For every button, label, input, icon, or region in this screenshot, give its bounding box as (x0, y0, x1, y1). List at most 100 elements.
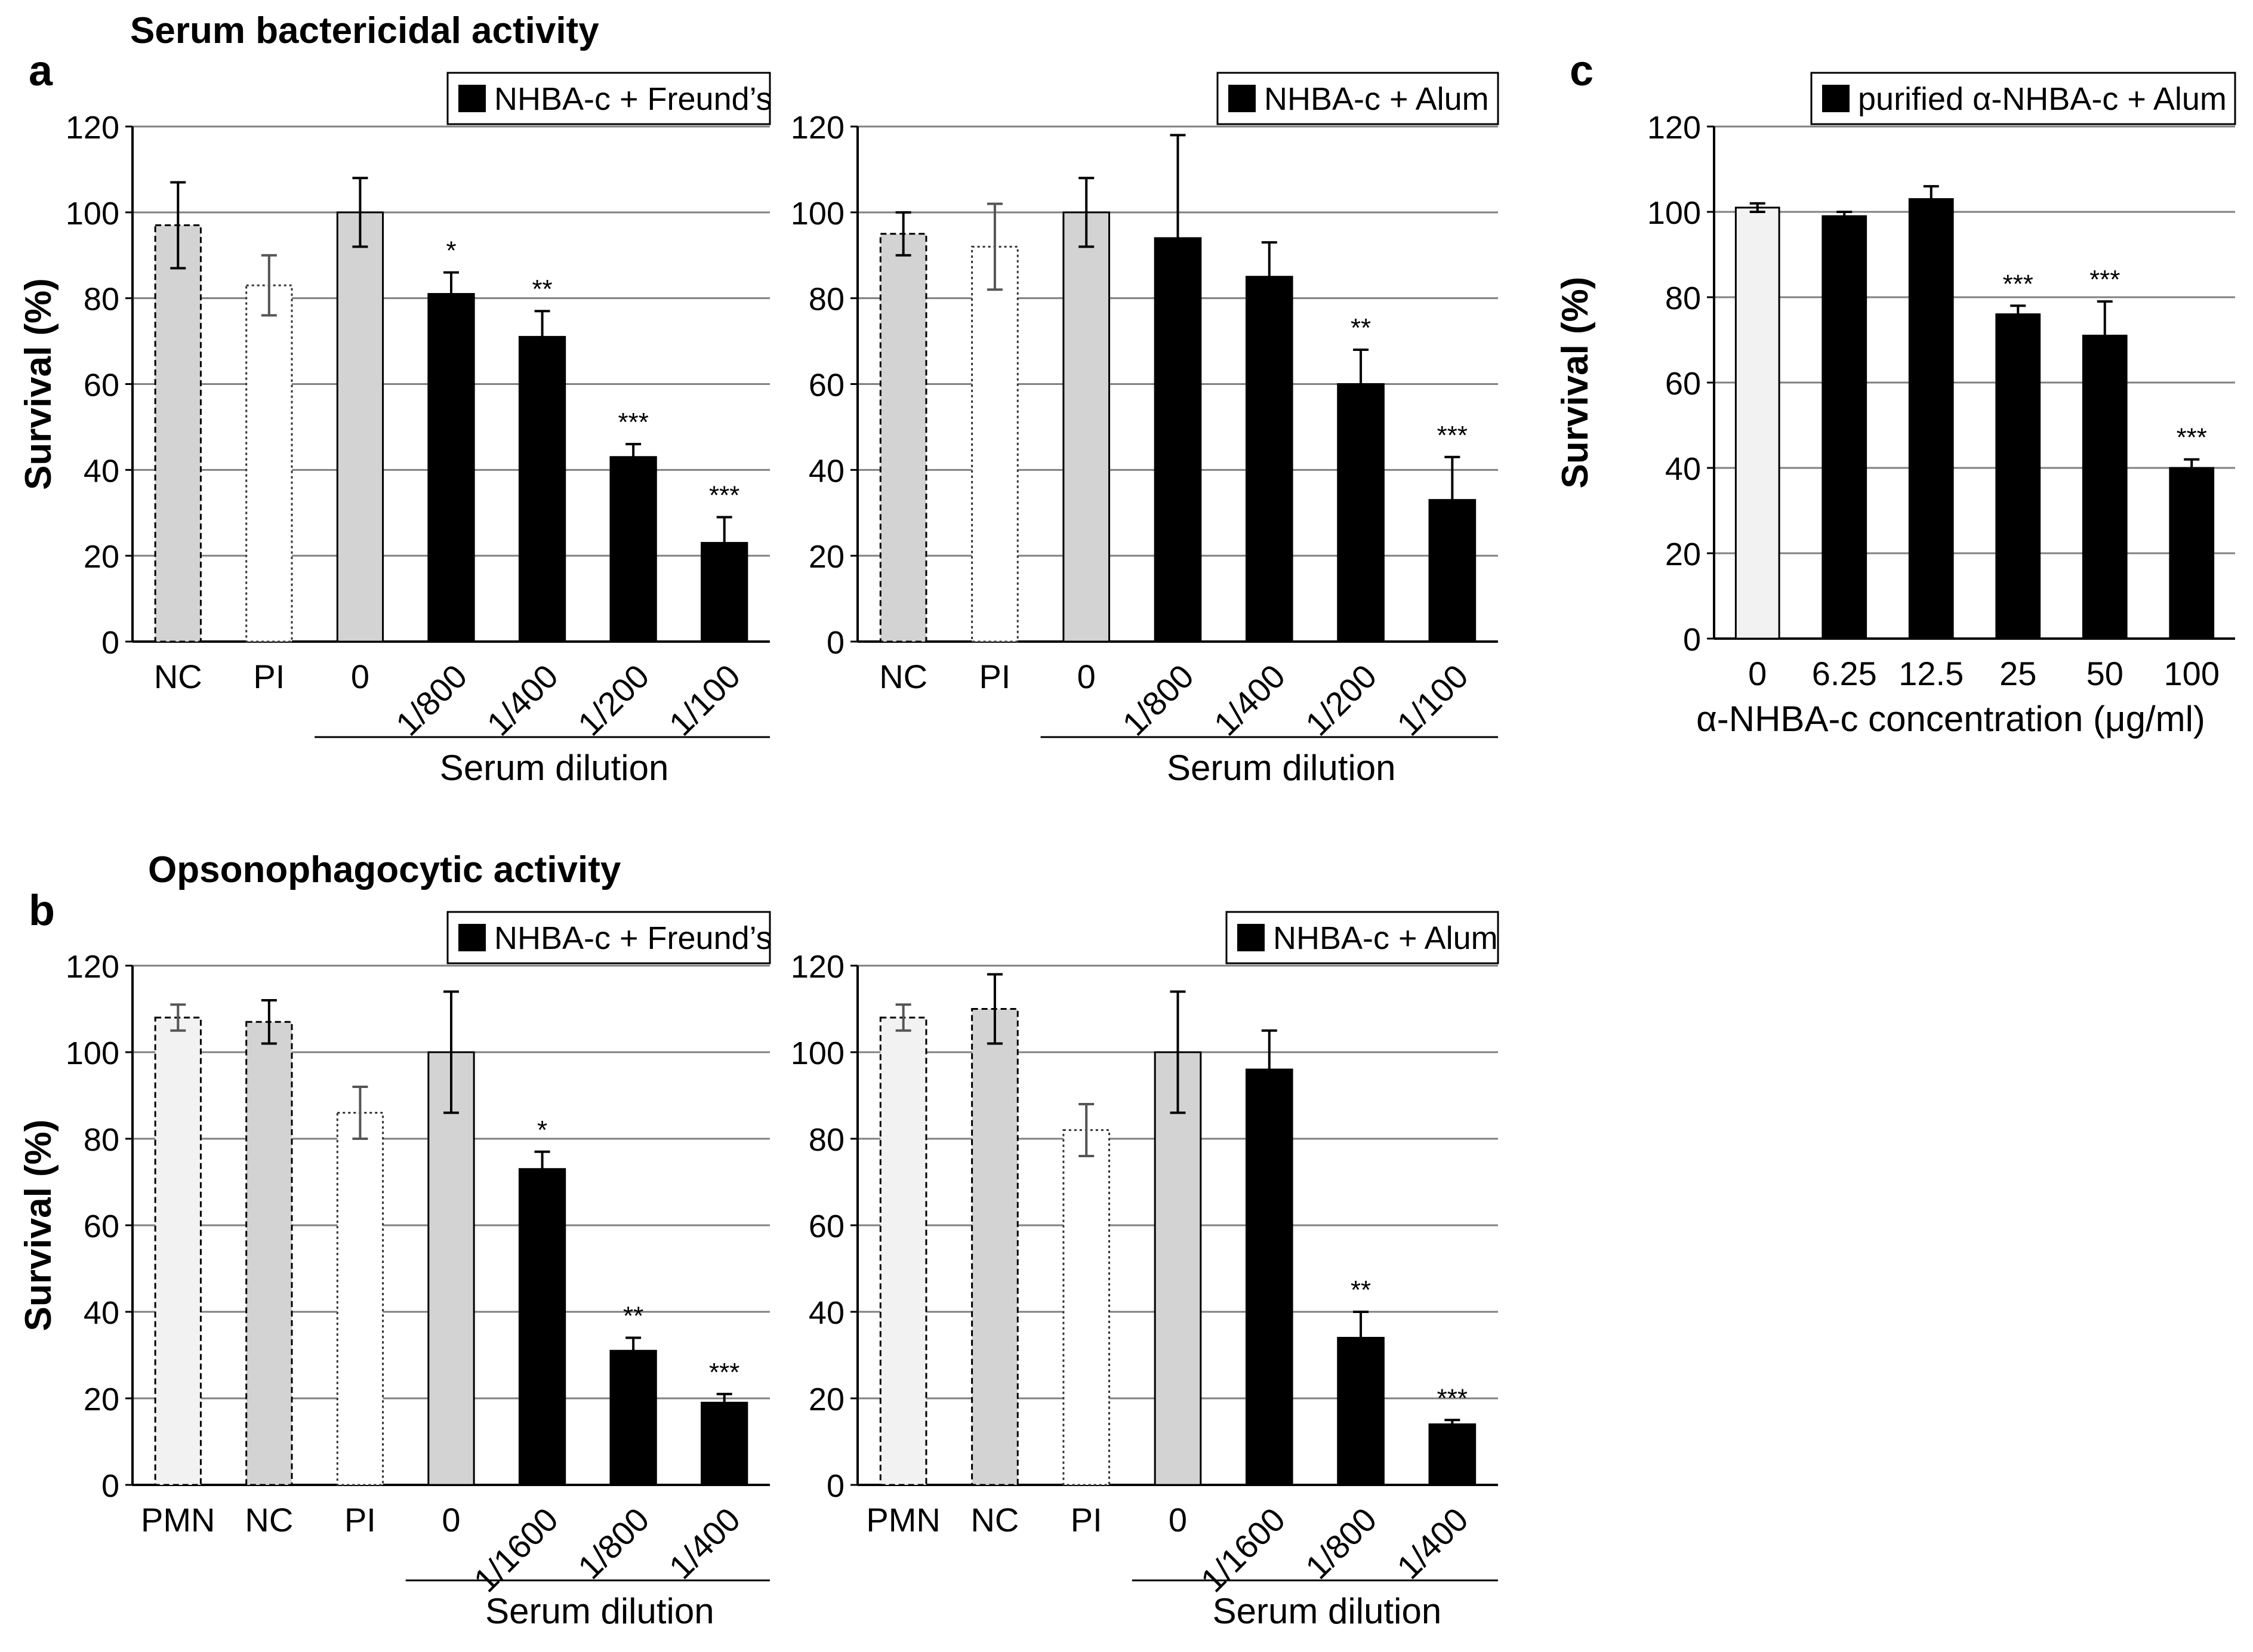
legend-box (446, 911, 771, 964)
legend-label: NHBA-c + Alum (1264, 81, 1489, 117)
y-tick-label: 80 (809, 282, 845, 318)
x-tick-label: 0 (1169, 1501, 1187, 1539)
panel-label-c: c (1570, 47, 1594, 95)
error-bar (1170, 990, 1186, 1114)
x-tick-label: 25 (1999, 655, 2036, 692)
y-tick-label: 0 (827, 625, 845, 661)
error-bar (987, 202, 1003, 291)
bar (1821, 215, 1867, 640)
x-tick-label: PI (1071, 1501, 1102, 1539)
bar (427, 292, 475, 643)
y-axis-title: Survival (%) (1555, 277, 1596, 489)
y-tick-label: 60 (809, 368, 845, 403)
bar (1908, 198, 1954, 640)
y-tick-label: 20 (809, 1382, 845, 1417)
legend-box (1810, 72, 2236, 125)
error-bar (1923, 185, 1939, 213)
error-bar (2184, 458, 2200, 478)
bar (971, 245, 1019, 643)
legend-box (1225, 911, 1499, 964)
bar (518, 1168, 566, 1486)
y-axis-title: Survival (%) (18, 278, 59, 490)
x-tick-label: 12.5 (1898, 655, 1964, 692)
y-tick-label: 100 (66, 196, 119, 232)
y-tick-label: 40 (84, 453, 119, 489)
y-tick-label: 0 (101, 625, 119, 661)
error-bar (1261, 241, 1277, 313)
x-tick-label: 0 (351, 658, 369, 695)
y-tick-label: 80 (84, 1122, 119, 1158)
y-tick-label: 120 (791, 110, 845, 146)
error-bar (987, 973, 1003, 1045)
bar (336, 1112, 384, 1486)
significance-label: *** (2003, 269, 2033, 298)
significance-label: ** (1351, 313, 1371, 343)
error-bar (1353, 348, 1369, 420)
bar (2169, 467, 2215, 640)
bar (971, 1008, 1019, 1486)
error-bar (895, 1003, 911, 1032)
y-tick-label: 20 (1665, 537, 1701, 572)
error-bar (625, 1336, 642, 1365)
x-axis-title: α-NHBA-c concentration (μg/ml) (1696, 699, 2205, 739)
x-tick-label: 50 (2086, 655, 2123, 692)
x-tick-label: PI (253, 658, 285, 695)
y-tick-label: 0 (1683, 622, 1701, 658)
y-tick-label: 120 (66, 110, 119, 146)
error-bar (716, 1392, 732, 1413)
error-bar (1078, 177, 1095, 248)
significance-label: * (446, 236, 456, 266)
bar (1734, 207, 1780, 640)
legend-box (446, 72, 771, 125)
error-bar (625, 443, 642, 471)
legend-label: NHBA-c + Freund’s (494, 920, 772, 956)
error-bar (352, 177, 368, 248)
x-axis-title: Serum dilution (1167, 748, 1396, 788)
significance-label: *** (1437, 1383, 1468, 1413)
error-bar (1353, 1311, 1369, 1365)
x-tick-label: 0 (1748, 655, 1767, 692)
significance-label: *** (2089, 265, 2120, 294)
legend-label: NHBA-c + Alum (1273, 920, 1498, 956)
error-bar (352, 1086, 368, 1140)
error-bar (1170, 134, 1186, 343)
y-axis-title: Survival (%) (18, 1120, 59, 1332)
legend: NHBA-c + Freund’s (446, 72, 772, 125)
bar (879, 1016, 927, 1486)
bar (1245, 1068, 1293, 1486)
y-tick-label: 100 (1647, 195, 1701, 231)
legend: NHBA-c + Alum (1225, 911, 1499, 964)
y-tick-label: 20 (84, 1382, 119, 1417)
error-bar (1444, 1419, 1460, 1430)
significance-label: ** (623, 1302, 643, 1331)
error-bar (716, 516, 732, 570)
bar (518, 335, 566, 643)
y-tick-label: 100 (791, 196, 845, 232)
y-tick-label: 80 (809, 1122, 845, 1158)
legend: NHBA-c + Alum (1216, 72, 1499, 125)
y-tick-label: 40 (809, 1295, 845, 1331)
chart-c: 0 20 40 60 80 100 120 Survival (%) 0 6.25 12.5 *** 2… (1555, 72, 2236, 739)
panel-label-b: b (29, 887, 55, 935)
error-bar (261, 999, 277, 1045)
x-tick-label: PI (979, 658, 1010, 695)
significance-label: *** (2177, 423, 2207, 452)
x-tick-label: NC (970, 1501, 1019, 1539)
y-tick-label: 20 (809, 539, 845, 575)
panel-label-a: a (29, 47, 53, 95)
significance-label: *** (1437, 421, 1468, 450)
error-bar (534, 310, 550, 364)
y-tick-label: 0 (101, 1468, 119, 1504)
y-tick-label: 120 (791, 949, 845, 985)
x-tick-label: 6.25 (1812, 655, 1877, 692)
error-bar (895, 211, 911, 257)
error-bar (1749, 202, 1765, 213)
error-bar (2010, 304, 2026, 324)
bar (1428, 1423, 1477, 1486)
legend: NHBA-c + Freund’s (446, 911, 772, 964)
bar (1337, 383, 1385, 643)
x-tick-label: PMN (866, 1501, 940, 1539)
significance-label: *** (709, 1358, 739, 1387)
error-bar (1261, 1029, 1277, 1110)
